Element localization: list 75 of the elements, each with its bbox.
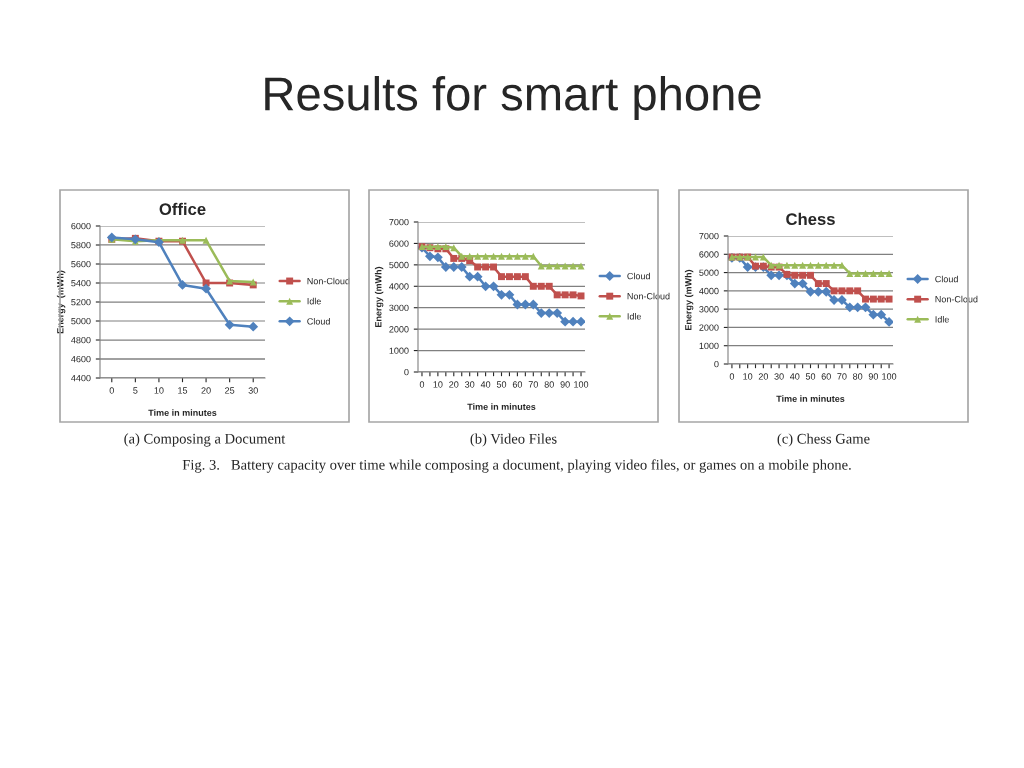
y-tick-label: 1000 xyxy=(699,342,719,350)
x-tick-label: 10 xyxy=(433,381,443,388)
x-tick-label: 70 xyxy=(528,381,538,388)
x-tick-label: 60 xyxy=(512,381,523,388)
y-tick-label: 5000 xyxy=(71,317,91,325)
x-tick-label: 80 xyxy=(853,373,863,380)
y-tick-label: 5600 xyxy=(71,260,91,268)
y-tick-label: 5400 xyxy=(71,279,91,287)
y-axis-title: Energy (mWh) xyxy=(684,269,694,330)
legend-label: Cloud xyxy=(307,317,330,325)
y-tick-label: 4600 xyxy=(71,355,91,363)
x-tick-label: 0 xyxy=(109,387,114,394)
x-tick-label: 50 xyxy=(496,381,507,388)
y-tick-label: 7000 xyxy=(699,232,719,240)
y-tick-label: 3000 xyxy=(389,304,409,312)
y-tick-label: 4000 xyxy=(389,283,409,290)
x-tick-label: 5 xyxy=(133,387,138,394)
x-tick-label: 20 xyxy=(758,373,769,380)
x-tick-label: 30 xyxy=(248,387,258,394)
text: (b) Video Files xyxy=(470,433,557,447)
y-tick-label: 5200 xyxy=(71,298,91,306)
x-tick-label: 70 xyxy=(837,373,847,380)
y-tick-label: 7000 xyxy=(389,218,409,226)
text: (a) Composing a Document xyxy=(124,433,286,447)
x-tick-label: 100 xyxy=(882,373,897,380)
legend-label: Non-Cloud xyxy=(627,292,670,300)
y-tick-label: 5000 xyxy=(699,269,719,276)
x-tick-label: 30 xyxy=(774,373,784,380)
x-tick-label: 40 xyxy=(480,381,491,388)
y-tick-label: 6000 xyxy=(71,222,91,230)
x-tick-label: 90 xyxy=(560,381,570,388)
x-tick-label: 10 xyxy=(743,373,753,380)
x-tick-label: 25 xyxy=(225,387,235,394)
x-tick-label: 100 xyxy=(574,381,589,388)
legend-label: Idle xyxy=(307,297,321,305)
x-tick-label: 50 xyxy=(805,373,816,380)
x-tick-label: 90 xyxy=(868,373,879,380)
chart-title: Chess xyxy=(786,212,835,226)
y-tick-label: 5800 xyxy=(71,241,91,249)
y-tick-label: 0 xyxy=(714,360,719,368)
y-tick-label: 3000 xyxy=(699,306,719,313)
y-axis-title: Energy (mWh) xyxy=(56,270,66,334)
x-tick-label: 30 xyxy=(465,381,475,388)
y-tick-label: 2000 xyxy=(699,324,719,331)
legend-label: Idle xyxy=(935,315,949,323)
legend-label: Idle xyxy=(627,312,642,320)
x-axis-title: Time in minutes xyxy=(467,403,536,410)
y-tick-label: 4000 xyxy=(699,287,719,295)
x-tick-label: 20 xyxy=(449,381,459,388)
x-tick-label: 15 xyxy=(178,387,188,394)
x-tick-label: 10 xyxy=(154,387,164,394)
x-tick-label: 60 xyxy=(821,373,831,380)
legend-label: Non-Cloud xyxy=(935,295,978,303)
caption: Fig. 3. Battery capacity over time while composing a document, playing video files, or games on a mobile phone. xyxy=(182,459,851,473)
y-tick-label: 1000 xyxy=(389,347,409,354)
y-tick-label: 4800 xyxy=(71,336,91,344)
x-axis-title: Time in minutes xyxy=(148,409,217,416)
y-tick-label: 6000 xyxy=(699,251,719,258)
y-tick-label: 2000 xyxy=(389,326,409,333)
x-tick-label: 20 xyxy=(201,387,211,394)
x-axis-title: Time in minutes xyxy=(776,395,845,402)
x-tick-label: 0 xyxy=(419,381,425,388)
y-tick-label: 5000 xyxy=(389,261,409,269)
y-axis-title: Energy (mWh) xyxy=(374,266,384,327)
x-tick-label: 80 xyxy=(544,381,554,388)
text: (c) Chess Game xyxy=(777,433,870,447)
y-tick-label: 4400 xyxy=(71,374,91,382)
x-tick-label: 0 xyxy=(729,373,735,380)
y-tick-label: 6000 xyxy=(389,240,409,247)
legend-label: Non-Cloud xyxy=(307,277,350,285)
text: Results for smart phone xyxy=(265,75,761,121)
legend-label: Cloud xyxy=(935,275,958,283)
chart-title: Office xyxy=(159,202,206,216)
x-tick-label: 40 xyxy=(789,373,800,380)
legend-label: Cloud xyxy=(627,272,650,280)
